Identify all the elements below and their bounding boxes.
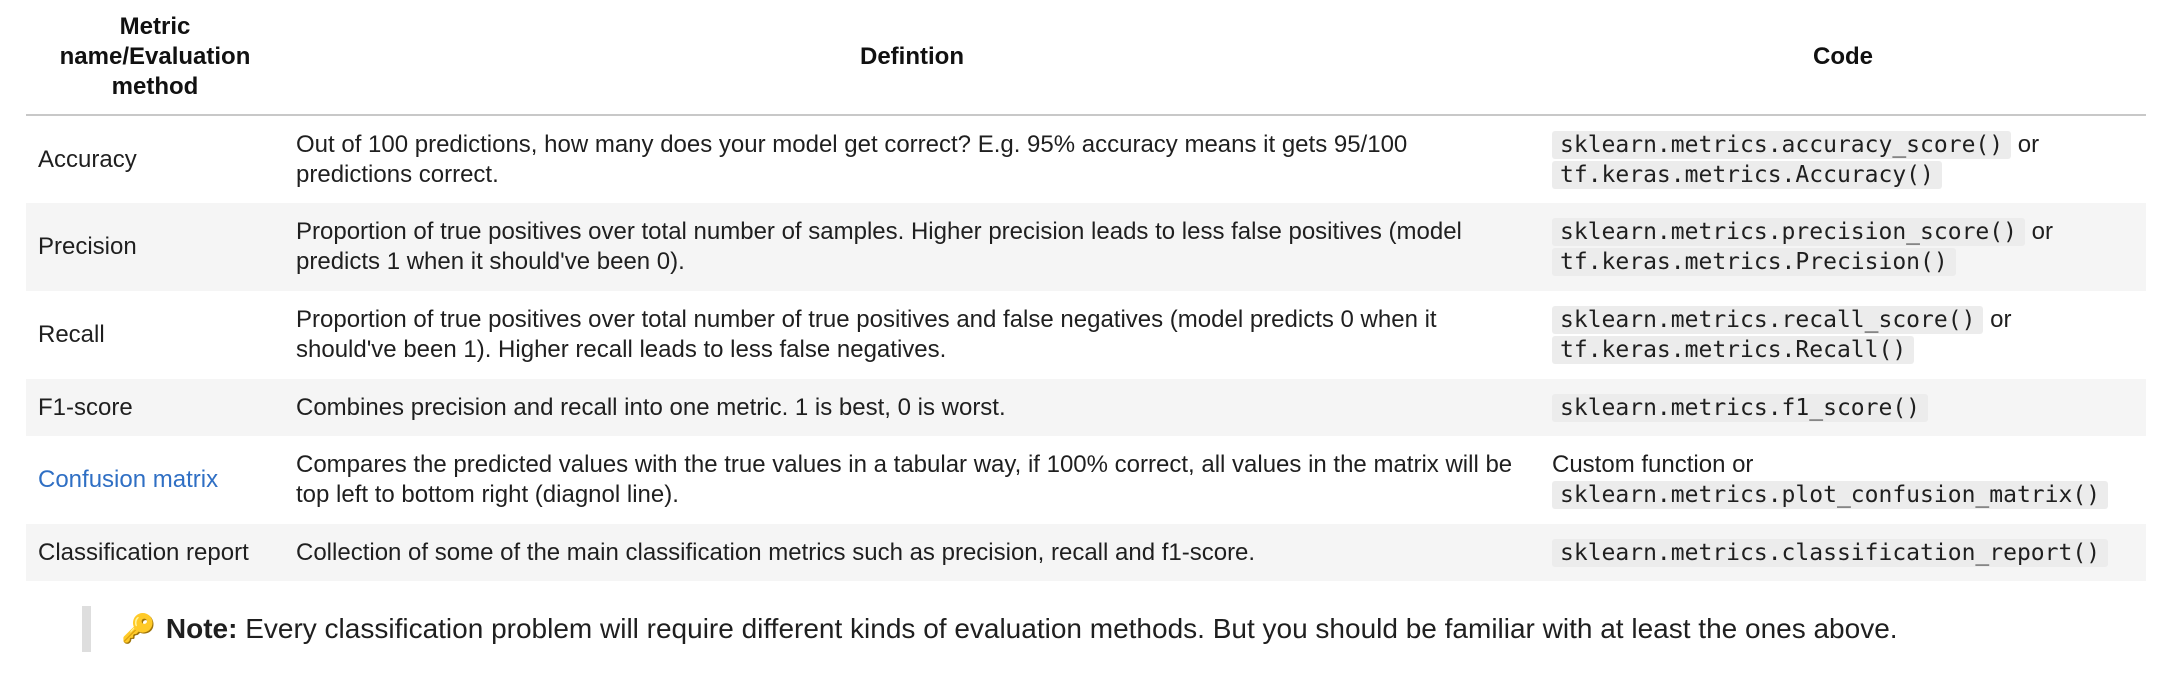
table-row: Recall Proportion of true positives over… <box>26 291 2146 379</box>
metric-cell: Classification report <box>26 524 284 581</box>
header-metric: Metric name/Evaluation method <box>26 0 284 116</box>
table-row: F1-score Combines precision and recall i… <box>26 379 2146 436</box>
note-text: Every classification problem will requir… <box>237 613 1898 644</box>
code-snippet: sklearn.metrics.accuracy_score() <box>1552 130 2012 159</box>
metric-cell: F1-score <box>26 379 284 436</box>
header-code: Code <box>1540 0 2146 116</box>
code-snippet: sklearn.metrics.plot_confusion_matrix() <box>1552 481 2109 509</box>
note-label: Note: <box>165 613 238 644</box>
note-blockquote: 🔑 Note: Every classification problem will… <box>82 606 2122 652</box>
code-separator: or <box>2011 130 2040 158</box>
code-cell: sklearn.metrics.precision_score() or tf.… <box>1540 203 2146 291</box>
metric-cell: Precision <box>26 203 284 291</box>
definition-cell: Combines precision and recall into one m… <box>284 379 1540 436</box>
code-snippet: sklearn.metrics.f1_score() <box>1552 393 1929 422</box>
code-cell: sklearn.metrics.recall_score() or tf.ker… <box>1540 291 2146 379</box>
code-snippet: tf.keras.metrics.Recall() <box>1552 336 1915 364</box>
definition-cell: Collection of some of the main classific… <box>284 524 1540 581</box>
table-row: Accuracy Out of 100 predictions, how man… <box>26 115 2146 203</box>
metric-cell: Confusion matrix <box>26 436 284 524</box>
confusion-matrix-link[interactable]: Confusion matrix <box>38 466 219 493</box>
definition-cell: Compares the predicted values with the t… <box>284 436 1540 524</box>
code-prefix-text: Custom function or <box>1552 451 1754 478</box>
metrics-table-container: Metric name/Evaluation method Defintion … <box>26 0 2146 581</box>
table-header-row: Metric name/Evaluation method Defintion … <box>26 0 2146 116</box>
metric-cell: Recall <box>26 291 284 379</box>
header-definition: Defintion <box>284 0 1540 116</box>
metric-cell: Accuracy <box>26 115 284 203</box>
key-icon: 🔑 <box>121 612 156 645</box>
code-snippet: sklearn.metrics.classification_report() <box>1552 538 2109 567</box>
definition-cell: Out of 100 predictions, how many does yo… <box>284 115 1540 203</box>
table-row: Confusion matrix Compares the predicted … <box>26 436 2146 524</box>
code-snippet: sklearn.metrics.precision_score() <box>1552 218 2025 246</box>
code-cell: sklearn.metrics.accuracy_score() or tf.k… <box>1540 115 2146 203</box>
code-cell: sklearn.metrics.classification_report() <box>1540 524 2146 581</box>
code-separator: or <box>1983 306 2012 333</box>
code-snippet: tf.keras.metrics.Precision() <box>1552 248 1956 276</box>
metrics-table: Metric name/Evaluation method Defintion … <box>26 0 2146 581</box>
definition-cell: Proportion of true positives over total … <box>284 203 1540 291</box>
code-cell: sklearn.metrics.f1_score() <box>1540 379 2146 436</box>
code-cell: Custom function or sklearn.metrics.plot_c… <box>1540 436 2146 524</box>
table-row: Classification report Collection of some… <box>26 524 2146 581</box>
code-separator: or <box>2024 218 2053 245</box>
table-row: Precision Proportion of true positives o… <box>26 203 2146 291</box>
code-snippet: tf.keras.metrics.Accuracy() <box>1552 160 1942 189</box>
code-snippet: sklearn.metrics.recall_score() <box>1552 306 1984 334</box>
definition-cell: Proportion of true positives over total … <box>284 291 1540 379</box>
